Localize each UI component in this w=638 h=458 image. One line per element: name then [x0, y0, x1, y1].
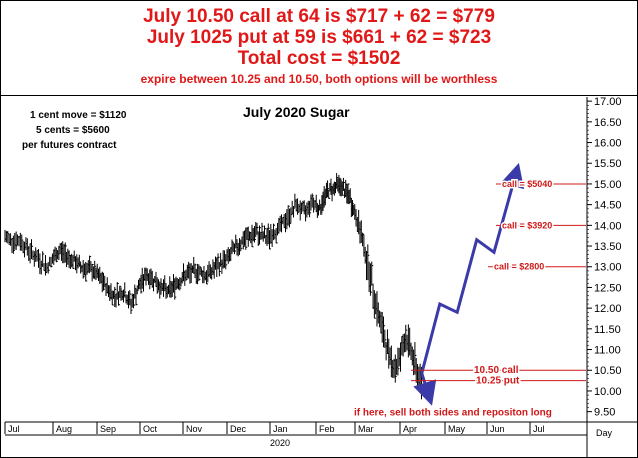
y-tick-label: 15.00 — [594, 179, 622, 191]
annotation-label: call = $5040 — [502, 179, 552, 189]
month-label: Jul — [533, 424, 545, 434]
note-line-2: 5 cents = $5600 — [36, 125, 110, 136]
y-tick-label: 17.00 — [594, 96, 622, 108]
chart-title: July 2020 Sugar — [243, 104, 350, 120]
projection-path — [420, 162, 525, 375]
header-line-4: expire between 10.25 and 10.50, both opt… — [140, 72, 498, 86]
note-line-3: per futures contract — [22, 140, 117, 151]
y-tick-label: 10.00 — [594, 386, 622, 398]
y-tick-label: 11.50 — [594, 324, 621, 336]
month-label: Jun — [490, 424, 505, 434]
header-line-3: Total cost = $1502 — [237, 48, 401, 69]
annotation-label: 10.50 call — [474, 365, 519, 376]
month-label: Sep — [100, 424, 116, 434]
y-tick-label: 16.50 — [594, 117, 622, 129]
y-tick-label: 9.50 — [594, 407, 615, 419]
annotation-label: call = $2800 — [494, 262, 544, 272]
header-line-1: July 10.50 call at 64 is $717 + 62 = $77… — [143, 6, 495, 27]
month-label: Feb — [319, 424, 335, 434]
y-tick-label: 16.00 — [594, 138, 622, 150]
y-tick-label: 13.00 — [594, 262, 622, 274]
x-axis-label: Day — [596, 428, 613, 438]
month-label: May — [448, 424, 466, 434]
month-label: Nov — [186, 424, 203, 434]
y-tick-label: 11.00 — [594, 345, 621, 357]
y-tick-label: 12.00 — [594, 303, 622, 315]
y-tick-label: 14.00 — [594, 220, 622, 232]
month-label: Aug — [56, 424, 72, 434]
month-label: Jan — [273, 424, 288, 434]
month-label: Oct — [143, 424, 158, 434]
month-label: Mar — [358, 424, 374, 434]
month-label: Apr — [403, 424, 417, 434]
annotation-label: call = $3920 — [502, 220, 552, 230]
year-label: 2020 — [270, 438, 290, 448]
note-line-1: 1 cent move = $1120 — [30, 110, 127, 121]
annotation-label: 10.25 put — [476, 376, 520, 387]
annotation-label: if here, sell both sides and repositon l… — [354, 408, 552, 419]
y-tick-label: 15.50 — [594, 158, 622, 170]
down-arrow — [413, 371, 437, 406]
y-tick-label: 10.50 — [594, 365, 622, 377]
y-tick-label: 14.50 — [594, 200, 622, 212]
y-tick-label: 13.50 — [594, 241, 622, 253]
y-tick-label: 12.50 — [594, 282, 622, 294]
month-label: Jul — [8, 424, 20, 434]
month-label: Dec — [230, 424, 247, 434]
header-block: July 10.50 call at 64 is $717 + 62 = $77… — [0, 0, 638, 92]
header-divider — [0, 95, 638, 96]
header-line-2: July 1025 put at 59 is $661 + 62 = $723 — [146, 27, 492, 48]
